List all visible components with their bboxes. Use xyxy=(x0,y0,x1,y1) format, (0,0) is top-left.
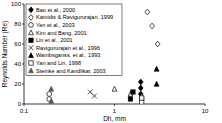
legend-label: Yan and Lin, 1998 xyxy=(36,60,81,66)
legend-label: Lin et al., 2001 xyxy=(36,37,73,43)
legend-label: Ravigururajan et al., 1996 xyxy=(36,45,100,51)
legend-marker xyxy=(29,45,34,50)
point xyxy=(47,92,52,97)
legend-label: Bao et al., 2000 xyxy=(36,7,75,13)
point xyxy=(112,86,117,91)
point xyxy=(154,81,159,86)
legend-marker xyxy=(29,15,34,21)
point xyxy=(49,86,54,91)
x-tick xyxy=(114,104,115,106)
point xyxy=(145,9,150,15)
y-tick xyxy=(22,84,24,85)
legend-marker xyxy=(29,7,34,13)
legend-marker xyxy=(29,68,34,73)
y-axis xyxy=(24,4,25,104)
y-tick xyxy=(22,4,24,5)
y-label: Reynolds Number (Re) xyxy=(1,21,9,87)
y-tick-label: 80 xyxy=(14,21,21,27)
legend-marker xyxy=(29,61,33,65)
x-tick-label: 0.1 xyxy=(20,108,29,114)
legend-label: Kim and Bang, 2001 xyxy=(36,30,87,36)
x-label: Dh, mm xyxy=(103,115,126,122)
y-tick-label: 0 xyxy=(18,101,22,107)
point xyxy=(49,98,54,103)
point xyxy=(138,85,143,91)
y-tick-label: 100 xyxy=(11,1,22,7)
point xyxy=(138,79,143,85)
y-tick xyxy=(22,64,24,65)
legend-marker xyxy=(29,30,34,35)
legend-label: Kamidis & Ravigururajan, 1999 xyxy=(36,14,113,20)
point xyxy=(92,94,97,99)
point xyxy=(155,41,160,47)
y-tick xyxy=(22,24,24,25)
y-tick-label: 40 xyxy=(14,61,21,67)
legend-marker xyxy=(29,23,34,28)
point xyxy=(150,23,155,29)
y-tick-label: 20 xyxy=(14,81,21,87)
y-tick xyxy=(22,44,24,45)
legend-box xyxy=(26,4,122,75)
y-tick-label: 60 xyxy=(14,41,21,47)
legend-label: Wambsganss, et al., 1993 xyxy=(36,52,100,58)
legend-label: Yen et al., 2003 xyxy=(36,22,75,28)
point xyxy=(154,66,159,71)
x-tick-label: 10 xyxy=(202,108,209,114)
legend-marker xyxy=(29,38,33,42)
legend-marker xyxy=(29,53,34,58)
point xyxy=(128,97,132,101)
x-tick-label: 1 xyxy=(113,108,117,114)
point xyxy=(140,96,144,100)
x-tick xyxy=(24,104,25,106)
legend-label: Steinke and Kandlikar, 2003 xyxy=(36,68,106,74)
x-tick xyxy=(205,104,206,106)
point xyxy=(131,90,135,94)
legend: Bao et al., 2000Kamidis & Ravigururajan,… xyxy=(26,4,122,75)
chart: 0 20 40 60 80 100 0.1 1 10 Dh, mm Reynolds Number … xyxy=(0,0,222,123)
